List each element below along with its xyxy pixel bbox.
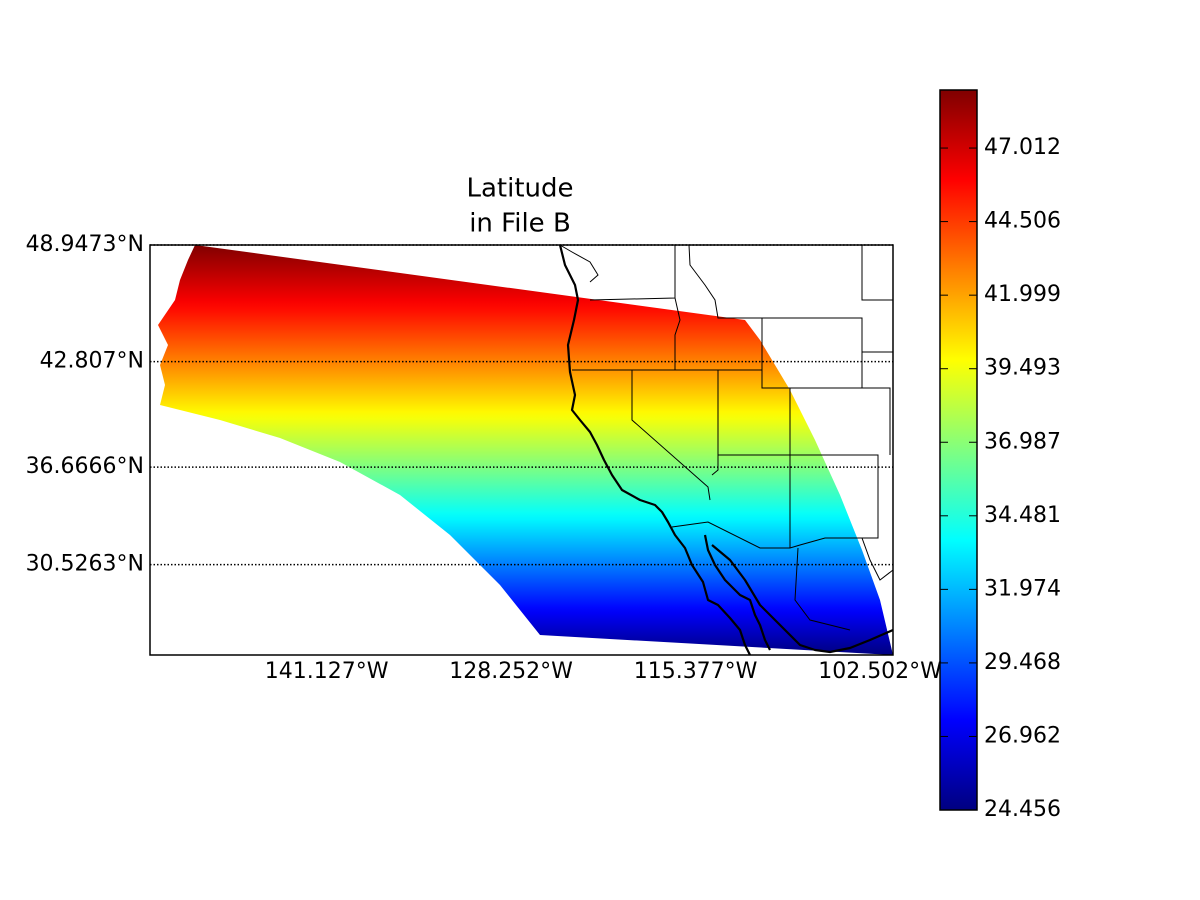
y-tick-label: 36.6666°N: [26, 454, 144, 479]
map-area: [158, 244, 894, 656]
y-tick-label: 30.5263°N: [26, 552, 144, 577]
colorbar-tick-label: 34.481: [984, 503, 1061, 528]
colorbar-tick-label: 41.999: [984, 282, 1061, 307]
colorbar-tick-label: 44.506: [984, 209, 1061, 234]
x-tick-label: 141.127°W: [265, 659, 389, 684]
colorbar-tick-label: 26.962: [984, 723, 1061, 748]
borders: [559, 244, 894, 631]
colorbar-tick-label: 39.493: [984, 356, 1061, 381]
border: [671, 521, 894, 581]
border: [790, 387, 891, 455]
border: [688, 244, 762, 319]
border: [559, 244, 599, 283]
colorbar-tick-label: 36.987: [984, 429, 1061, 454]
border: [861, 245, 893, 301]
border: [589, 245, 676, 301]
x-tick-label: 102.502°W: [818, 659, 942, 684]
title-line: in File B: [469, 209, 571, 239]
x-tick-label: 128.252°W: [449, 659, 573, 684]
border: [794, 547, 851, 631]
coastline: [703, 534, 771, 651]
y-tick-label: 48.9473°N: [26, 232, 144, 257]
colorbar-tick-label: 31.974: [984, 576, 1061, 601]
coastline: [711, 544, 894, 654]
colorbar-tick-label: 24.456: [984, 797, 1061, 822]
colorbar-tick-label: 29.468: [984, 650, 1061, 675]
colorbar: [939, 89, 978, 811]
data-swath: [158, 245, 893, 655]
x-tick-label: 115.377°W: [634, 659, 758, 684]
title-line: Latitude: [466, 174, 573, 204]
border: [711, 370, 719, 476]
border: [718, 454, 879, 539]
border: [631, 370, 711, 501]
border: [674, 297, 681, 370]
y-tick-label: 42.807°N: [40, 349, 144, 374]
coastline: [558, 244, 751, 656]
colorbar-tick-label: 47.012: [984, 135, 1061, 160]
